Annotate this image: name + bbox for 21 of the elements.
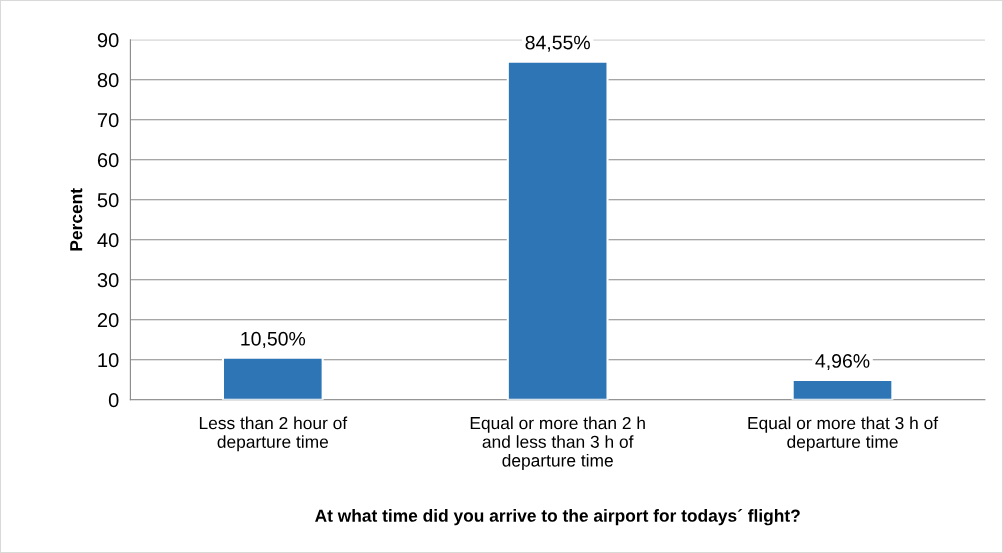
y-tick-label: 90 <box>97 33 119 48</box>
y-tick-label: 70 <box>97 113 119 128</box>
y-tick-label: 20 <box>97 313 119 328</box>
data-label: 10,50% <box>241 331 306 348</box>
bar <box>506 60 609 400</box>
bar <box>791 378 894 400</box>
x-axis-title: At what time did you arrive to the airport for todays´ flight? <box>315 508 800 526</box>
data-label: 4,96% <box>815 354 870 371</box>
x-tick-label: Equal or more than 2 h and less than 3 h of departure time <box>470 416 645 471</box>
y-tick-label: 0 <box>108 393 119 408</box>
data-label: 84,55% <box>525 35 590 52</box>
y-tick-label: 80 <box>97 73 119 88</box>
bar <box>221 356 324 400</box>
x-tick-label: Equal or more that 3 h of departure time <box>748 416 939 452</box>
y-tick-label: 50 <box>97 193 119 208</box>
y-tick-label: 10 <box>98 353 119 368</box>
y-axis-title: Percent <box>70 188 83 251</box>
y-tick-label: 60 <box>97 153 119 168</box>
y-tick-label: 30 <box>97 273 119 288</box>
y-tick-label: 40 <box>97 233 119 248</box>
x-tick-label: Less than 2 hour of departure time <box>199 416 348 452</box>
